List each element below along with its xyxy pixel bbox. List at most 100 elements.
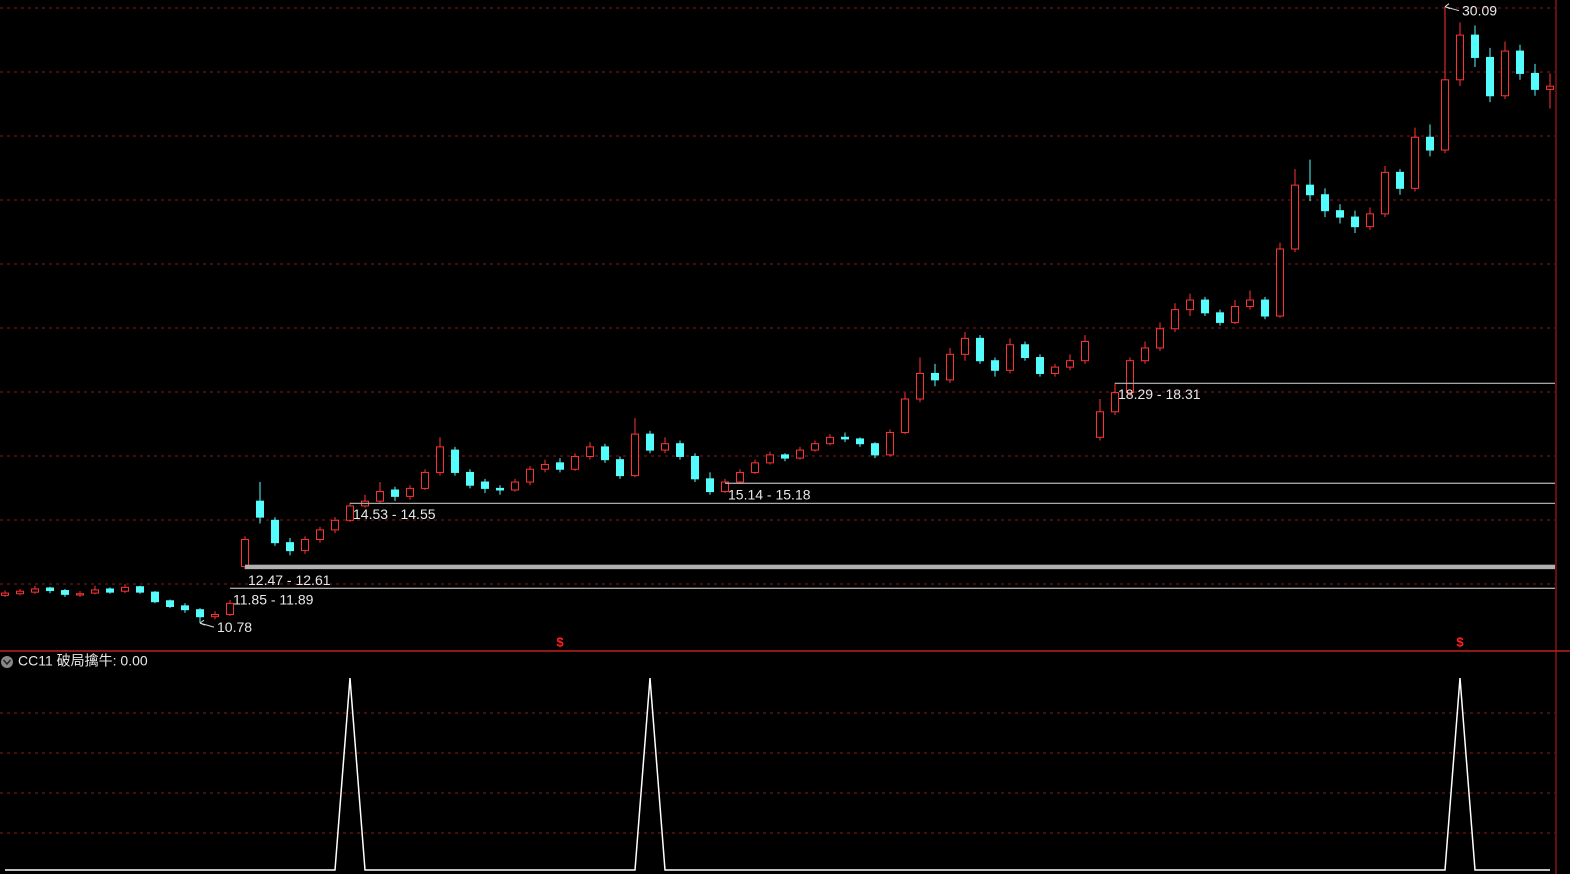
candle-body <box>121 586 129 592</box>
support-label: 12.47 - 12.61 <box>248 572 331 588</box>
candle-body <box>1096 411 1104 438</box>
candle-body <box>571 455 579 470</box>
candle-body <box>1411 136 1419 189</box>
extreme-arrow <box>1444 3 1460 12</box>
candle-body <box>136 586 144 593</box>
candle-body <box>31 588 39 593</box>
candle-body <box>256 500 264 518</box>
support-band <box>230 587 1555 589</box>
candle-body <box>946 353 954 381</box>
candle-body <box>1426 136 1434 151</box>
candle-body <box>991 360 999 371</box>
extreme-arrow <box>199 619 215 628</box>
candle-body <box>496 487 504 491</box>
signal-marker: $ <box>1456 634 1464 649</box>
support-band <box>350 502 1555 504</box>
candle-body <box>886 432 894 456</box>
candle-body <box>1441 79 1449 151</box>
candle-body <box>451 449 459 473</box>
extreme-label: 10.78 <box>217 619 252 635</box>
candle-body <box>751 462 759 473</box>
candle-body <box>1171 309 1179 330</box>
candle-body <box>1081 341 1089 362</box>
candle-body <box>871 443 879 456</box>
toggle-arrow <box>2 659 12 666</box>
candle-body <box>706 478 714 493</box>
candle-body <box>166 600 174 608</box>
candle-body <box>526 468 534 483</box>
candle-body <box>1201 299 1209 314</box>
candle-body <box>1291 184 1299 250</box>
candle-body <box>1471 34 1479 58</box>
candle-body <box>151 591 159 603</box>
candle-body <box>46 587 54 592</box>
candle-body <box>1 592 9 596</box>
candle-body <box>436 446 444 473</box>
candle-body <box>61 590 69 595</box>
candle-body <box>211 613 219 618</box>
candle-body <box>1516 50 1524 74</box>
candle-body <box>331 519 339 531</box>
candle-body <box>466 471 474 486</box>
candle-body <box>631 433 639 477</box>
candle-body <box>76 593 84 596</box>
candle-body <box>541 463 549 470</box>
candle-body <box>1501 50 1509 97</box>
candle-body <box>1351 216 1359 228</box>
candle-body <box>1381 171 1389 215</box>
candle-body <box>346 505 354 521</box>
candle-body <box>1126 360 1134 394</box>
candle-body <box>931 372 939 381</box>
candle-body <box>1456 34 1464 81</box>
support-band <box>245 564 1555 570</box>
candle-body <box>196 609 204 618</box>
support-label: 14.53 - 14.55 <box>353 506 436 522</box>
candle-body <box>1276 248 1284 317</box>
candle-body <box>646 433 654 451</box>
support-label: 15.14 - 15.18 <box>728 487 811 503</box>
candle-body <box>1216 312 1224 323</box>
extreme-label: 30.09 <box>1462 2 1497 18</box>
candle-body <box>1396 171 1404 189</box>
support-label: 18.29 - 18.31 <box>1118 386 1201 402</box>
candle-body <box>1111 392 1119 413</box>
candle-body <box>1156 328 1164 349</box>
candle-body <box>391 489 399 497</box>
candle-body <box>781 454 789 459</box>
candle-body <box>841 436 849 440</box>
candle-body <box>226 602 234 615</box>
candle-body <box>1321 194 1329 212</box>
candle-body <box>16 590 24 595</box>
support-label: 11.85 - 11.89 <box>233 592 314 608</box>
candle-body <box>601 446 609 461</box>
candle-body <box>616 459 624 477</box>
candle-body <box>826 436 834 445</box>
candle-body <box>406 487 414 497</box>
candle-body <box>556 462 564 470</box>
candle-body <box>1546 85 1554 90</box>
candle-body <box>301 538 309 552</box>
candle-body <box>241 538 249 568</box>
candle-body <box>661 443 669 451</box>
candle-body <box>481 481 489 489</box>
candle-body <box>316 529 324 540</box>
candle-body <box>811 443 819 451</box>
candle-body <box>286 542 294 552</box>
indicator-line <box>5 677 1550 871</box>
candle-body <box>856 438 864 445</box>
candle-body <box>1066 360 1074 368</box>
candle-body <box>721 481 729 493</box>
candle-body <box>976 337 984 362</box>
candle-body <box>181 605 189 611</box>
candle-body <box>1336 210 1344 218</box>
candle-body <box>796 449 804 459</box>
candle-body <box>1306 184 1314 196</box>
candle-body <box>1261 299 1269 317</box>
candle-body <box>511 481 519 491</box>
candle-body <box>106 588 114 593</box>
indicator-toggle[interactable] <box>1 656 13 668</box>
support-band <box>1115 382 1555 384</box>
candle-body <box>421 471 429 489</box>
